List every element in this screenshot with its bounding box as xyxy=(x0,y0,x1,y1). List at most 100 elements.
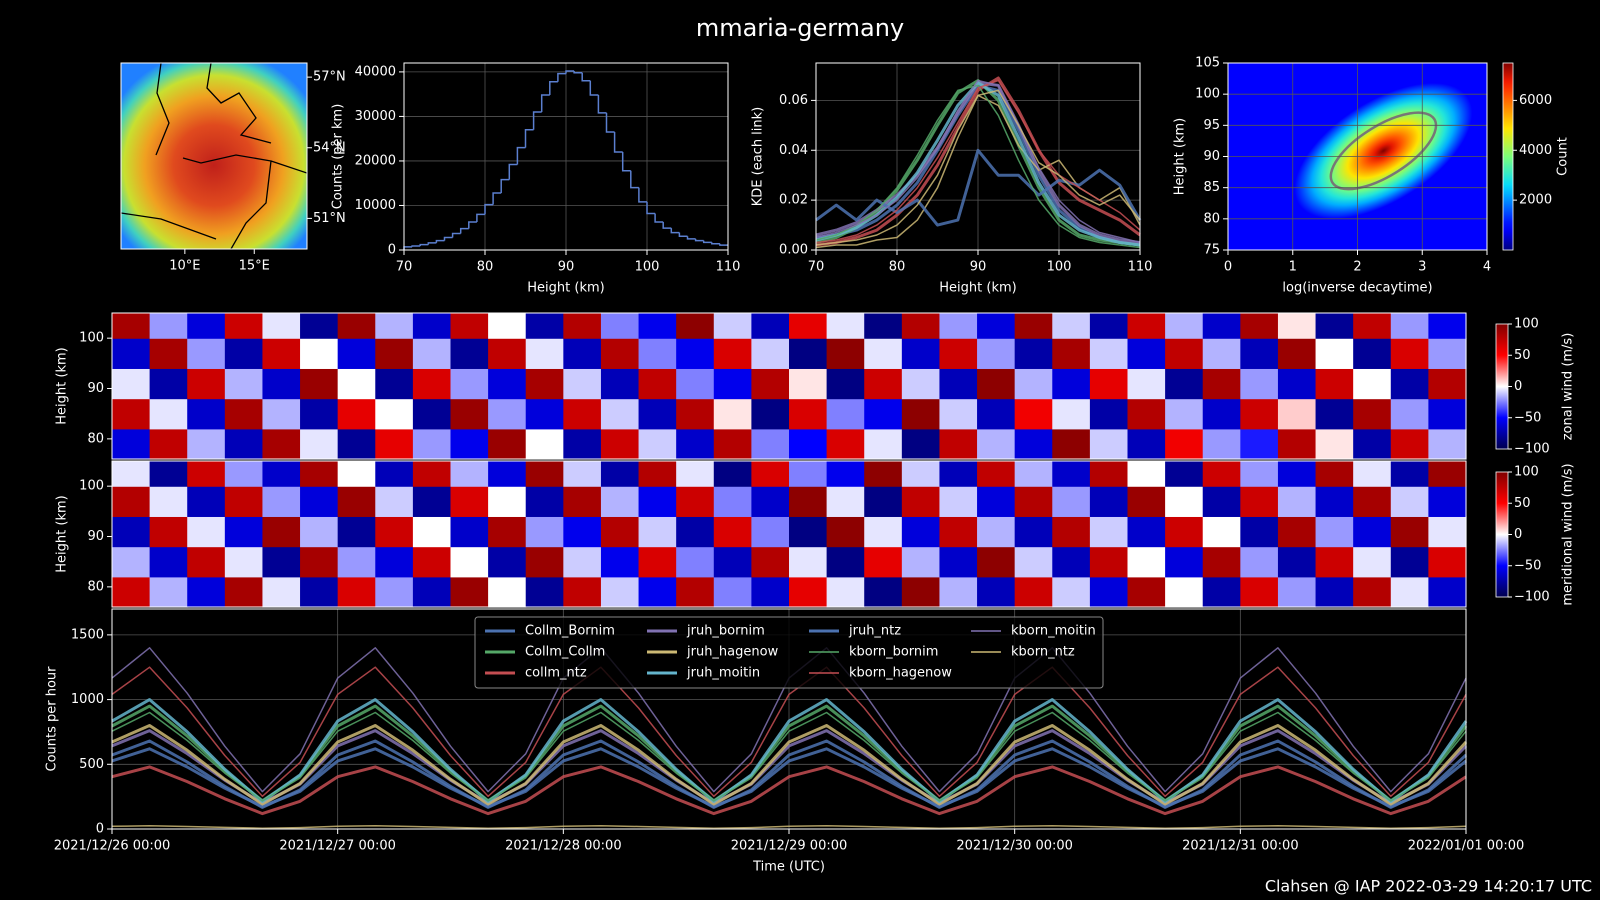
heatmap-cell xyxy=(1202,398,1241,430)
heatmap-cell xyxy=(676,516,715,548)
heatmap-cell xyxy=(1428,576,1467,608)
heatmap-cell xyxy=(864,461,903,487)
heatmap-cell xyxy=(187,368,226,400)
y-tick-label: 57°N xyxy=(313,70,346,85)
colorbar-tick-label: −100 xyxy=(1514,442,1550,457)
heatmap-cell xyxy=(939,398,978,430)
histogram-step xyxy=(711,242,720,245)
y-tick-label: 30000 xyxy=(355,109,396,124)
colorbar-tick-label: 50 xyxy=(1514,348,1531,363)
heatmap-cell xyxy=(375,368,414,400)
heatmap-cell xyxy=(600,338,640,369)
heatmap-cell xyxy=(713,368,752,400)
heatmap-cell xyxy=(450,338,489,369)
heatmap-cell xyxy=(1052,398,1091,430)
heatmap-cell xyxy=(977,368,1016,400)
heatmap-cell xyxy=(1277,428,1317,460)
heatmap-cell xyxy=(1353,338,1392,369)
heatmap-cell xyxy=(149,368,188,400)
histogram-step xyxy=(613,132,623,153)
heatmap-cell xyxy=(1014,546,1053,578)
histogram-step xyxy=(419,243,429,246)
heatmap-cell xyxy=(638,486,677,517)
histogram-step xyxy=(451,232,461,238)
heatmap-cell xyxy=(412,516,452,548)
heatmap-cell xyxy=(1277,338,1317,369)
legend-label: jruh_bornim xyxy=(686,624,765,639)
colorbar-tick-label: 2000 xyxy=(1519,193,1552,208)
heatmap-cell xyxy=(676,313,715,339)
heatmap-cell xyxy=(676,428,715,460)
heatmap-cell xyxy=(826,461,865,487)
x-tick-label: 1 xyxy=(1289,260,1297,275)
axes: 10°E 15°E 57°N 54°N 51°N xyxy=(120,62,346,274)
heatmap-cell xyxy=(563,546,602,578)
heatmap-cell xyxy=(1315,486,1354,517)
heatmap-cell xyxy=(1428,486,1467,517)
heatmap-cell xyxy=(751,516,790,548)
heatmap-cell xyxy=(149,398,188,430)
heatmap-cell xyxy=(112,313,151,339)
heatmap-cell xyxy=(826,428,865,460)
x-tick-label: 2021/12/26 00:00 xyxy=(54,839,171,854)
heatmap-cell xyxy=(939,516,978,548)
heatmap-cell xyxy=(488,516,527,548)
heatmap-cell xyxy=(1353,313,1392,339)
colorbar-tick-label: 0 xyxy=(1514,527,1522,542)
histogram-step xyxy=(532,111,542,130)
legend-label: kborn_bornim xyxy=(849,645,938,660)
y-axis-label: Counts per hour xyxy=(45,666,60,772)
heatmap-cell xyxy=(375,576,414,608)
y-tick-label: 80 xyxy=(87,431,104,446)
x-tick-label: 70 xyxy=(808,260,825,275)
heatmap-cell xyxy=(488,576,527,608)
heatmap-cell xyxy=(337,546,376,578)
data-line xyxy=(111,747,1467,808)
heatmap-cell xyxy=(450,313,489,339)
heatmap-cell xyxy=(375,313,414,339)
heatmap-cell xyxy=(713,338,752,369)
heatmap-cell xyxy=(525,428,564,460)
map-image xyxy=(121,63,307,249)
data-line xyxy=(111,765,1467,816)
heatmap-cell xyxy=(412,313,452,339)
heatmap-cell xyxy=(488,428,527,460)
heatmap-cell xyxy=(600,486,640,517)
heatmap-cell xyxy=(638,461,677,487)
y-tick-label: 100 xyxy=(1195,87,1220,102)
heatmap-cell xyxy=(826,398,865,430)
heatmap-cell xyxy=(1315,461,1354,487)
x-tick-label: 2022/01/01 00:00 xyxy=(1408,839,1525,854)
histogram-step xyxy=(694,238,704,242)
axes: 70 80 90 100 110 0 10000 20000 30000 40000 Height … xyxy=(331,62,740,296)
heatmap-cell xyxy=(1089,368,1129,400)
heatmap-cell xyxy=(1127,516,1166,548)
heatmap-cell xyxy=(525,368,564,400)
heatmap-cell xyxy=(1127,368,1166,400)
heatmap-cell xyxy=(751,398,790,430)
heatmap-cell xyxy=(112,461,151,487)
histogram-step xyxy=(524,129,534,148)
x-tick-label: 10°E xyxy=(169,259,200,274)
heatmap-cell xyxy=(337,486,376,517)
data-line xyxy=(815,89,1141,246)
heatmap-cell xyxy=(412,428,452,460)
y-tick-label: 40000 xyxy=(355,64,396,79)
heatmap-cell xyxy=(450,398,489,430)
heatmap-cell xyxy=(1428,461,1467,487)
heatmap-cell xyxy=(1428,546,1467,578)
heatmap-cell xyxy=(977,338,1016,369)
data-line xyxy=(815,76,1141,247)
heatmap-cell xyxy=(525,516,564,548)
legend-label: kborn_ntz xyxy=(1011,645,1075,660)
colorbar-tick-label: −50 xyxy=(1514,558,1541,573)
heatmap-cell xyxy=(375,546,414,578)
heatmap-cell xyxy=(1277,313,1317,339)
heatmap-cell xyxy=(224,398,264,430)
heatmap-cell xyxy=(1353,398,1392,430)
heatmap-cell xyxy=(563,338,602,369)
heatmap-cell xyxy=(450,368,489,400)
heatmap-cell xyxy=(412,461,452,487)
heatmap-cell xyxy=(1277,576,1317,608)
histogram-step xyxy=(638,187,647,203)
